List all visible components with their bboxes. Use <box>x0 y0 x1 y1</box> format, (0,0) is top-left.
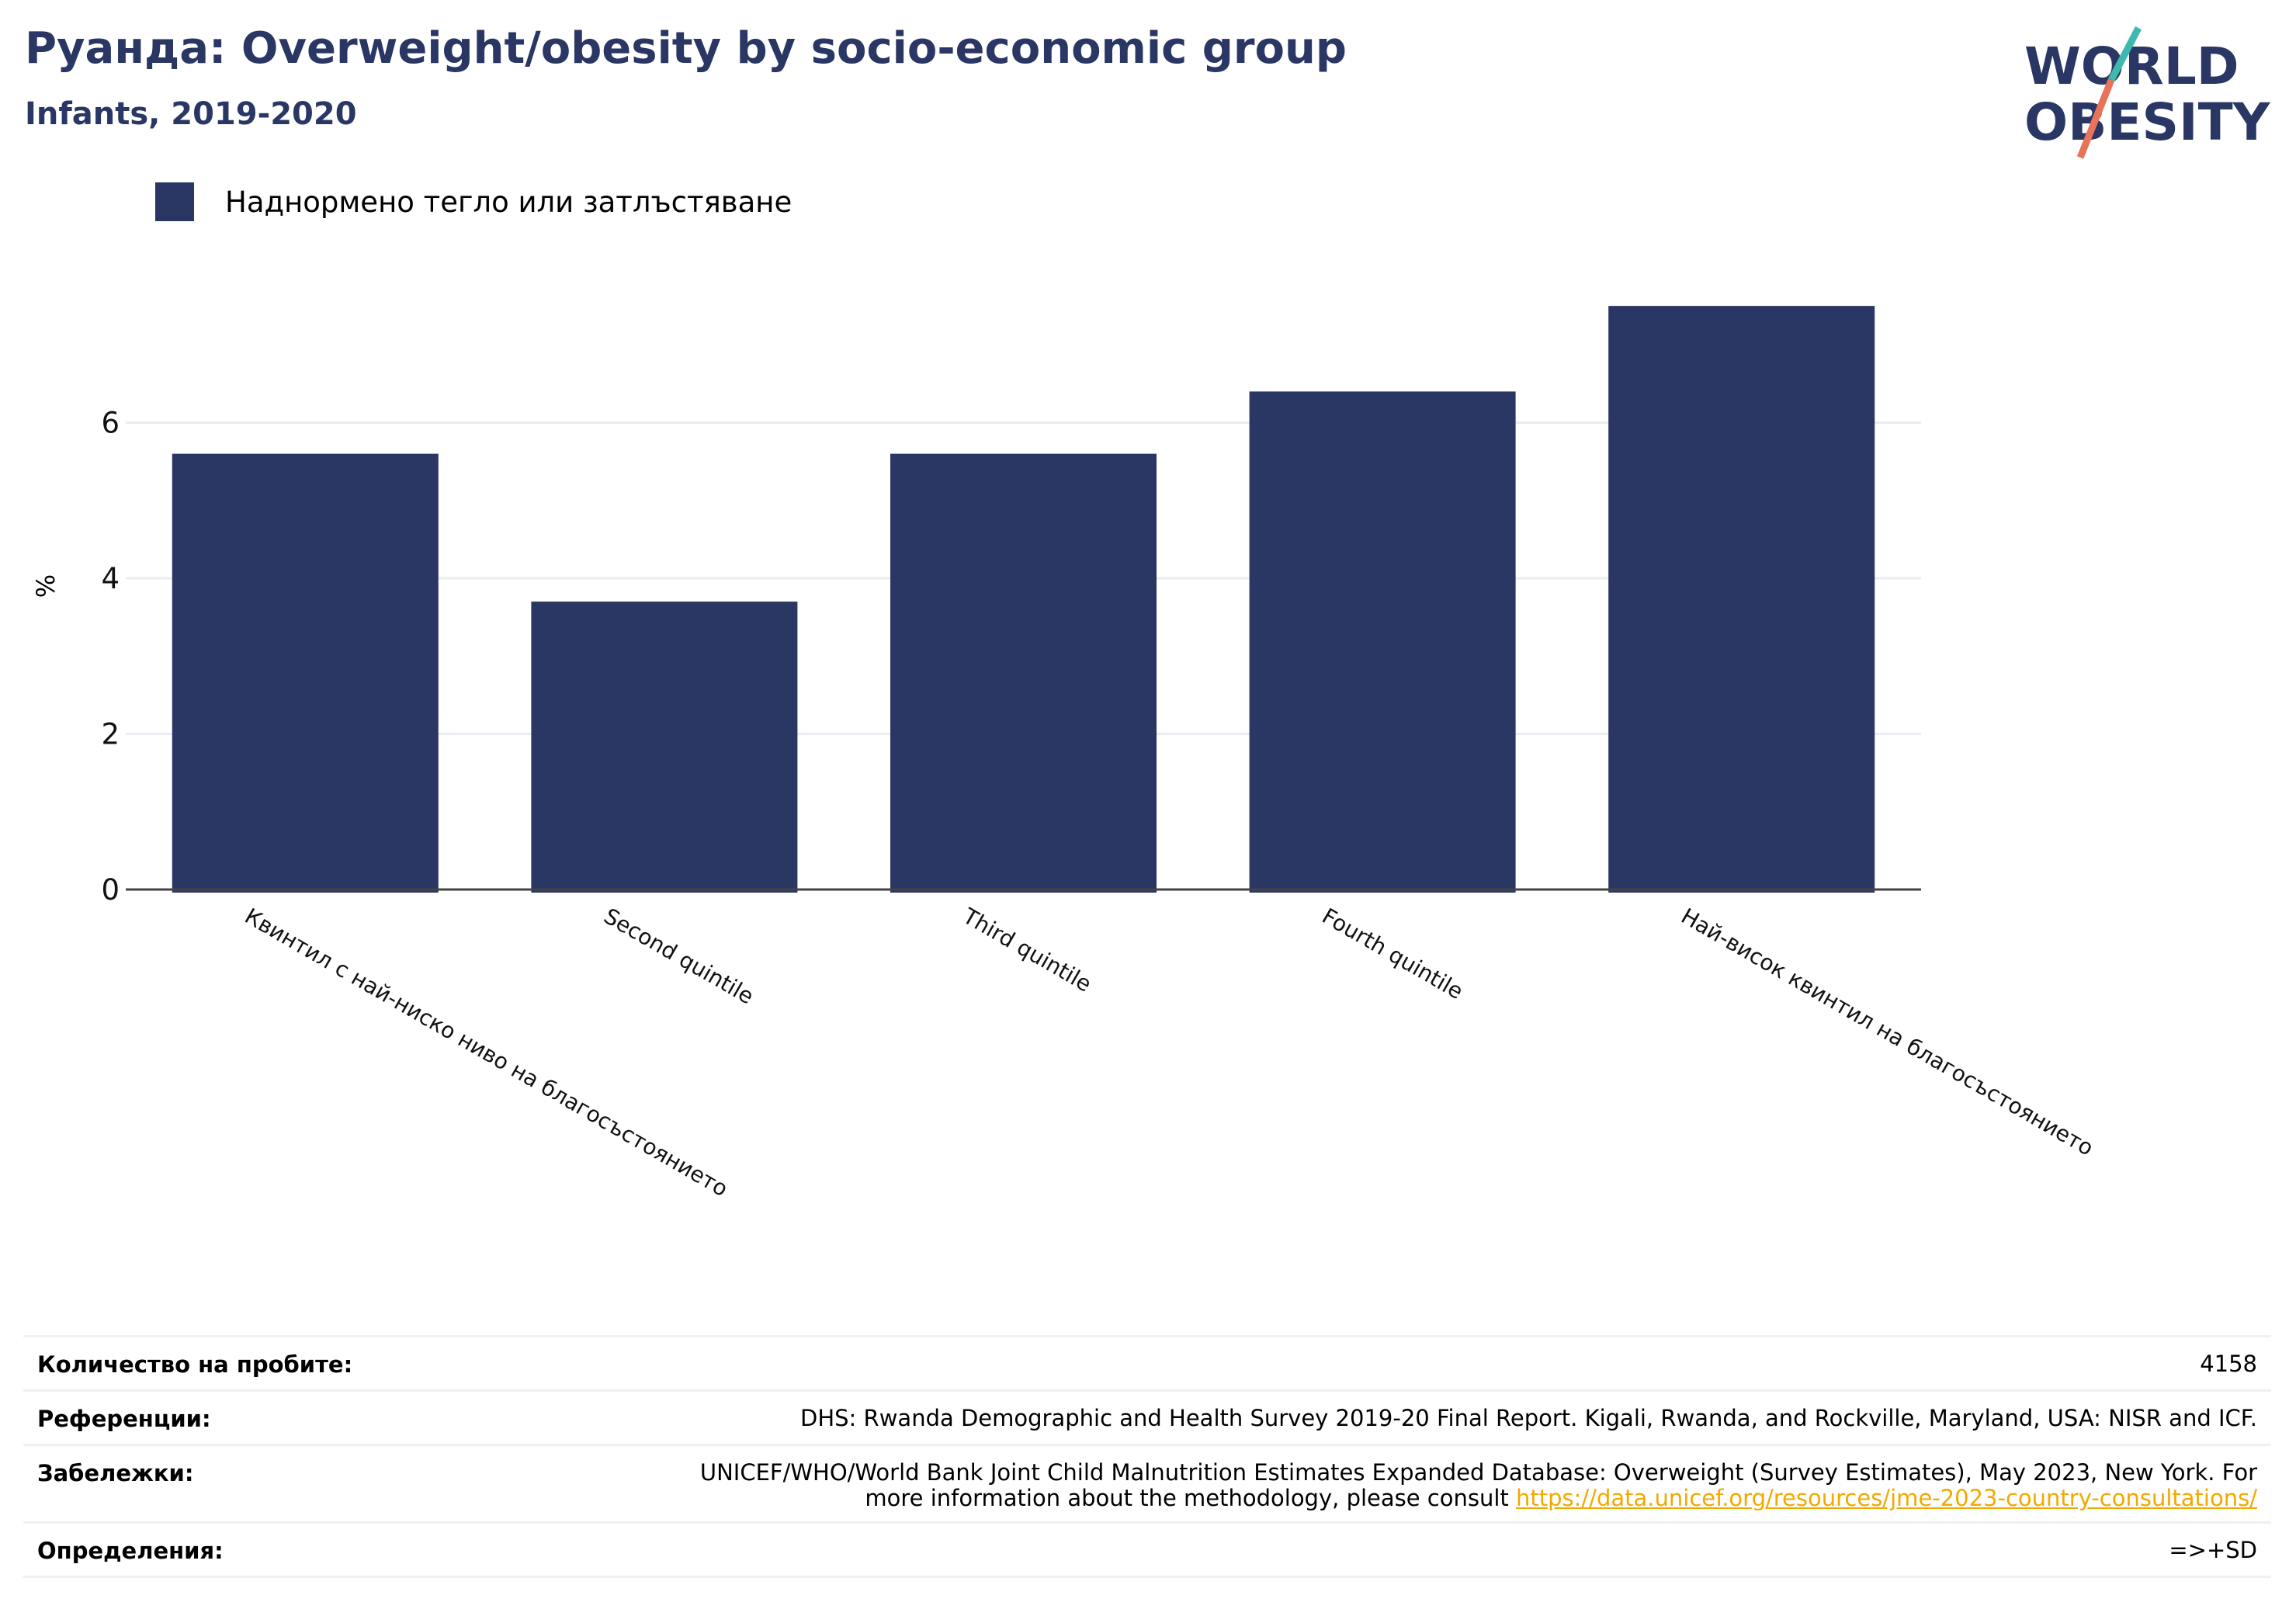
logo-slash-orange <box>2076 78 2115 159</box>
bar <box>1608 306 1875 893</box>
notes-line2: more information about the methodology, … <box>865 1485 1517 1511</box>
x-tick-label: Second quintile <box>599 903 758 1009</box>
info-value: UNICEF/WHO/World Bank Joint Child Malnut… <box>458 1444 2271 1524</box>
info-value: 4158 <box>458 1335 2271 1392</box>
info-key: Забележки: <box>23 1444 458 1524</box>
logo-slash-teal <box>2108 26 2142 82</box>
world-obesity-logo: WORLD OBESITY <box>2024 26 2271 159</box>
info-row-sample-size: Количество на пробите: 4158 <box>23 1335 2271 1392</box>
bar <box>1249 391 1516 893</box>
y-tick-label: 0 <box>101 873 120 907</box>
legend-swatch <box>155 182 194 221</box>
y-tick-label: 6 <box>101 407 120 440</box>
y-tick-label: 4 <box>101 562 120 595</box>
page-title: Руанда: Overweight/obesity by socio-econ… <box>25 23 1347 74</box>
y-axis-label: % <box>31 574 61 598</box>
bar <box>890 453 1157 893</box>
info-row-notes: Забележки: UNICEF/WHO/World Bank Joint C… <box>23 1444 2271 1524</box>
info-key: Определения: <box>23 1521 458 1578</box>
x-tick-label: Fourth quintile <box>1318 903 1468 1004</box>
logo-line2: OBESITY <box>2024 92 2271 152</box>
info-value: DHS: Rwanda Demographic and Health Surve… <box>458 1389 2271 1446</box>
info-key: Референции: <box>23 1389 458 1446</box>
bar <box>172 453 439 893</box>
info-key: Количество на пробите: <box>23 1335 458 1392</box>
page-subtitle: Infants, 2019-2020 <box>25 96 357 132</box>
info-table: Количество на пробите: 4158 Референции: … <box>23 1335 2271 1578</box>
y-tick-label: 2 <box>101 718 120 751</box>
methodology-link[interactable]: https://data.unicef.org/resources/jme-20… <box>1516 1485 2257 1511</box>
legend-label: Наднормено тегло или затлъстяване <box>225 185 793 219</box>
info-row-definitions: Определения: =>+SD <box>23 1521 2271 1578</box>
x-tick-label: Third quintile <box>958 903 1096 997</box>
x-tick-label: Най-висок квинтил на благосъстоянието <box>1677 903 2097 1160</box>
chart-legend: Наднормено тегло или затлъстяване <box>155 182 792 221</box>
info-value: =>+SD <box>458 1521 2271 1578</box>
info-row-references: Референции: DHS: Rwanda Demographic and … <box>23 1389 2271 1446</box>
bar <box>531 602 798 893</box>
notes-line1: UNICEF/WHO/World Bank Joint Child Malnut… <box>699 1459 2257 1486</box>
